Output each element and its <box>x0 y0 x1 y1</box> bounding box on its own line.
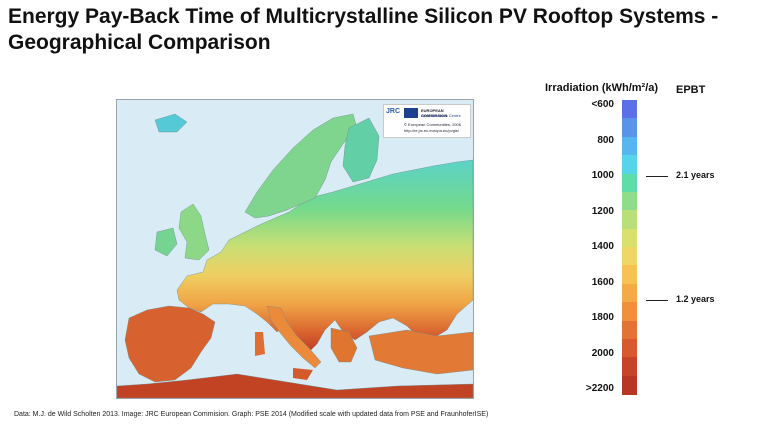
italian-peninsula <box>266 305 322 369</box>
scale-segment <box>622 191 637 211</box>
epbt-marker-line <box>646 176 668 177</box>
ireland <box>154 227 178 257</box>
page-title: Energy Pay-Back Time of Multicrystalline… <box>8 5 719 54</box>
scandinavia <box>244 113 358 219</box>
scale-segment <box>622 210 637 230</box>
jrc-name: Joint Research Centre <box>421 113 461 118</box>
irradiation-color-scale <box>622 100 637 395</box>
scale-tick-label: 1800 <box>591 312 614 323</box>
iceland <box>154 113 188 133</box>
scale-segment <box>622 247 637 266</box>
epbt-marker-line <box>646 300 668 302</box>
scale-segment <box>622 320 637 340</box>
jrc-copyright: © European Communities, 2006 <box>404 122 461 127</box>
epbt-title: EPBT <box>676 84 706 96</box>
scale-segment <box>622 173 637 193</box>
scale-tick-label: <600 <box>591 99 614 110</box>
footer-source: Data: M.J. de Wild Scholten 2013. Image:… <box>14 411 489 418</box>
scale-tick-label: 800 <box>597 134 614 146</box>
sicily <box>293 368 313 380</box>
scale-segment <box>622 265 637 285</box>
iberian-peninsula <box>124 305 216 383</box>
irradiation-map: JRC EUROPEAN COMMISSION Joint Research C… <box>116 99 474 399</box>
jrc-url: http://re.jrc.ec.europa.eu/pvgis/ <box>404 128 459 133</box>
scale-tick-label: 1000 <box>591 170 614 181</box>
finland <box>342 117 380 183</box>
scale-segment <box>622 228 637 248</box>
ec-name: EUROPEAN COMMISSION <box>421 108 448 118</box>
scale-segment <box>622 283 637 303</box>
scale-segment <box>622 136 637 156</box>
scale-tick-label: 1200 <box>591 205 614 217</box>
scale-tick-label: 1400 <box>591 241 614 252</box>
great-britain <box>178 203 210 261</box>
scale-segment <box>622 338 637 358</box>
scale-segment <box>622 302 637 321</box>
scale-segment <box>622 375 637 395</box>
jrc-badge: JRC EUROPEAN COMMISSION Joint Research C… <box>383 104 471 138</box>
anatolia <box>368 329 473 375</box>
europe-map-graphic <box>117 100 473 398</box>
scale-segment <box>622 100 637 119</box>
eu-flag-icon <box>404 108 418 118</box>
epbt-marker-label: 2.1 years <box>676 170 715 180</box>
scale-segment <box>622 155 637 174</box>
north-africa <box>117 373 473 398</box>
epbt-marker-label: 1.2 years <box>676 294 715 305</box>
scale-segment <box>622 118 637 138</box>
legend-title: Irradiation (kWh/m²/a) <box>545 82 659 94</box>
scale-tick-label: >2200 <box>585 383 614 394</box>
scale-segment <box>622 357 637 377</box>
sardinia <box>255 332 265 356</box>
scale-tick-label: 1600 <box>591 276 614 288</box>
scale-tick-label: 2000 <box>591 347 614 359</box>
greece <box>330 327 358 363</box>
jrc-logo-icon: JRC <box>386 108 401 115</box>
